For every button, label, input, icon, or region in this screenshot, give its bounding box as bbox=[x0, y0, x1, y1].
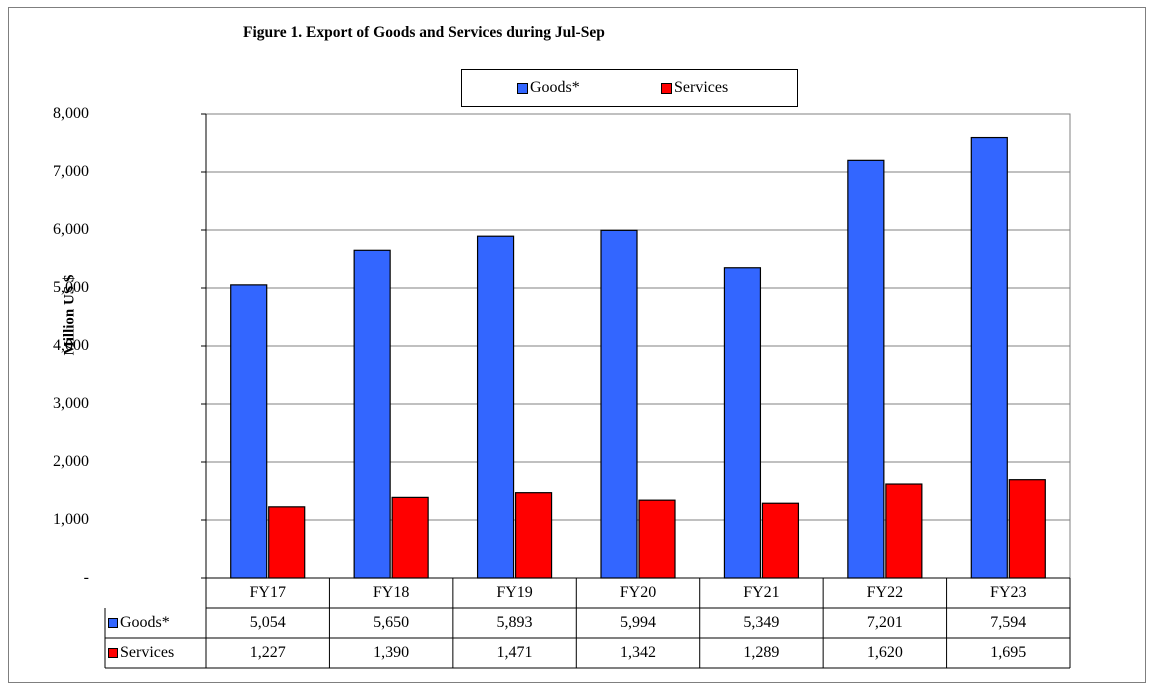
table-cell-value: 1,390 bbox=[373, 644, 410, 661]
y-tick-label: 3,000 bbox=[53, 395, 89, 412]
legend-swatch-services bbox=[661, 82, 672, 94]
x-tick-label: FY23 bbox=[990, 584, 1027, 601]
y-tick-label: 1,000 bbox=[53, 511, 89, 528]
bar-services-fy23 bbox=[1008, 479, 1046, 579]
table-cell-value: 5,994 bbox=[619, 614, 656, 631]
legend-label-services: Services bbox=[674, 79, 729, 96]
table-cell-value: 1,695 bbox=[990, 644, 1027, 661]
table-cell-value: 1,471 bbox=[496, 644, 533, 661]
bar-goods-fy17 bbox=[230, 284, 268, 579]
table-row-label: Services bbox=[120, 644, 175, 661]
table-cell-value: 1,227 bbox=[249, 644, 286, 661]
bar-services-fy17 bbox=[268, 506, 306, 579]
table-cell-value: 7,594 bbox=[990, 614, 1027, 631]
table-cell-value: 1,342 bbox=[619, 644, 656, 661]
bar-services-fy21 bbox=[761, 502, 800, 579]
y-tick-label: 6,000 bbox=[53, 221, 89, 238]
bar-goods-fy18 bbox=[353, 249, 391, 579]
table-row-label: Goods* bbox=[120, 614, 170, 631]
x-tick-label: FY21 bbox=[743, 584, 780, 601]
legend-item-services: Services bbox=[661, 79, 728, 97]
bar-goods-fy19 bbox=[476, 235, 515, 579]
legend-swatch-goods bbox=[517, 82, 528, 94]
x-tick-label: FY22 bbox=[866, 584, 904, 601]
table-row-header: Services bbox=[105, 638, 209, 668]
bar-goods-fy23 bbox=[970, 136, 1008, 579]
table-row-header: Goods* bbox=[105, 608, 209, 638]
table-cell-value: 1,620 bbox=[866, 644, 903, 661]
table-cell-value: 7,201 bbox=[866, 614, 903, 631]
legend-item-goods: Goods* bbox=[517, 79, 580, 97]
y-tick-label: 7,000 bbox=[53, 163, 89, 180]
y-tick-label: 2,000 bbox=[53, 453, 89, 470]
bar-services-fy20 bbox=[638, 499, 676, 579]
bar-goods-fy22 bbox=[847, 159, 885, 579]
chart-frame bbox=[8, 7, 1146, 683]
table-cell-value: 1,289 bbox=[743, 644, 780, 661]
bar-goods-fy20 bbox=[600, 229, 638, 579]
table-cell-value: 5,650 bbox=[373, 614, 410, 631]
y-tick-label: 8,000 bbox=[53, 105, 89, 122]
y-tick-label: 4,000 bbox=[53, 337, 89, 354]
y-tick-label: - bbox=[83, 569, 89, 586]
chart-title: Figure 1. Export of Goods and Services d… bbox=[243, 24, 605, 41]
table-cell-value: 5,054 bbox=[249, 614, 286, 631]
legend-label-goods: Goods* bbox=[530, 79, 580, 96]
x-tick-label: FY18 bbox=[372, 584, 410, 601]
bar-services-fy19 bbox=[514, 492, 553, 579]
table-legend-swatch bbox=[108, 648, 118, 658]
bar-goods-fy21 bbox=[723, 267, 762, 579]
legend: Goods* Services bbox=[461, 69, 798, 107]
x-tick-label: FY17 bbox=[249, 584, 286, 601]
bar-services-fy18 bbox=[391, 496, 429, 579]
table-legend-swatch bbox=[108, 618, 118, 628]
table-cell-value: 5,893 bbox=[496, 614, 533, 631]
x-tick-label: FY19 bbox=[496, 584, 533, 601]
x-tick-label: FY20 bbox=[619, 584, 657, 601]
y-tick-label: 5,000 bbox=[53, 279, 89, 296]
table-cell-value: 5,349 bbox=[743, 614, 780, 631]
bar-services-fy22 bbox=[885, 483, 923, 579]
